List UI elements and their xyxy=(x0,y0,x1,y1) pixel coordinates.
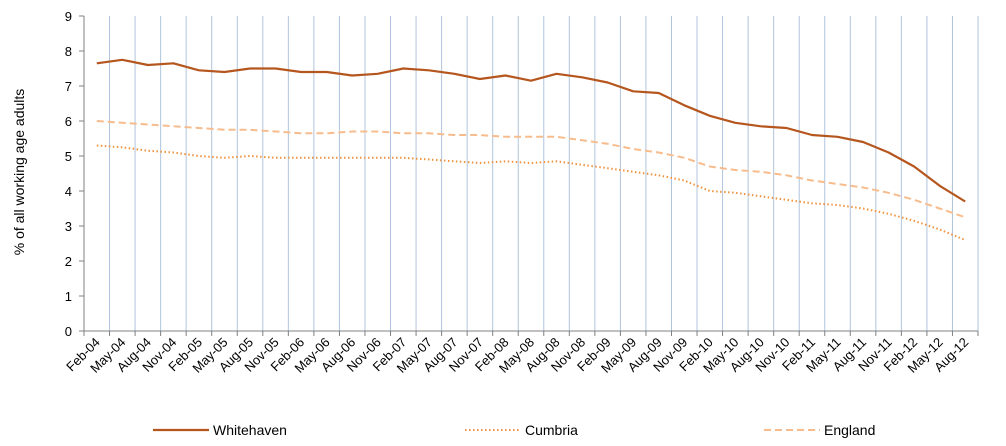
x-tick-labels: Feb-04May-04Aug-04Nov-04Feb-05May-05Aug-… xyxy=(63,335,971,376)
y-tick-labels: 0 1 2 3 4 5 6 7 8 9 xyxy=(65,9,72,339)
vertical-gridlines xyxy=(109,16,979,331)
y-tick-label: 2 xyxy=(65,254,72,269)
legend-label-england: England xyxy=(824,422,875,438)
legend-label-cumbria: Cumbria xyxy=(525,422,578,438)
y-tick-label: 1 xyxy=(65,289,72,304)
y-tick-label: 6 xyxy=(65,114,72,129)
y-axis-title: % of all working age adults xyxy=(11,89,27,256)
legend: Whitehaven Cumbria England xyxy=(153,422,875,438)
y-tick-label: 0 xyxy=(65,324,72,339)
y-tick-label: 7 xyxy=(65,79,72,94)
legend-label-whitehaven: Whitehaven xyxy=(213,422,287,438)
chart-axes xyxy=(79,15,979,336)
series-lines xyxy=(96,58,966,241)
y-tick-label: 4 xyxy=(65,184,72,199)
series-line-england xyxy=(96,120,966,219)
y-tick-label: 5 xyxy=(65,149,72,164)
series-line-whitehaven xyxy=(96,58,966,203)
y-tick-label: 9 xyxy=(65,9,72,24)
series-line-cumbria xyxy=(96,144,966,241)
y-tick-label: 3 xyxy=(65,219,72,234)
y-tick-label: 8 xyxy=(65,44,72,59)
